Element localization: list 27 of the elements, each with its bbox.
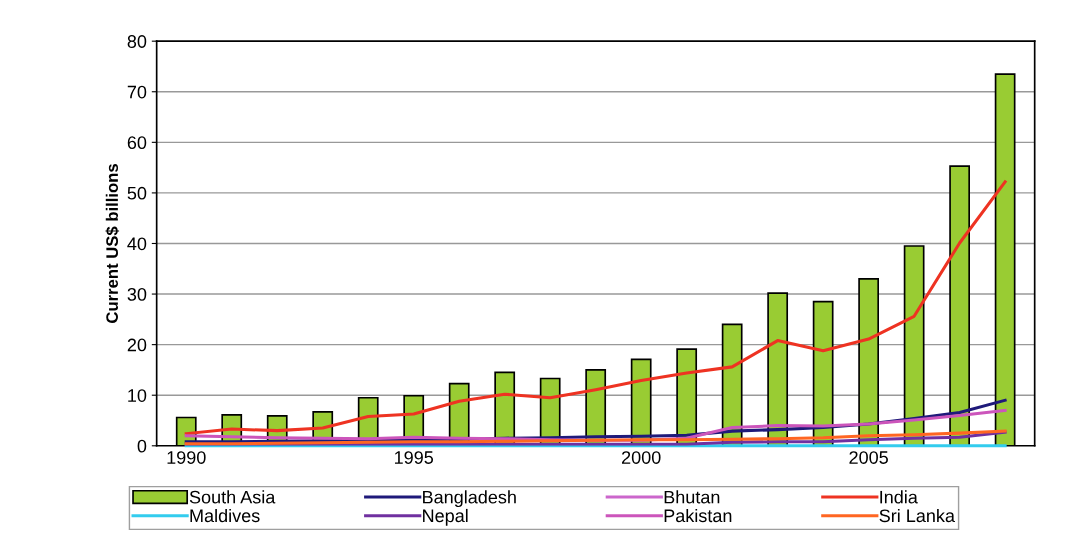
legend-label: Nepal <box>423 508 468 526</box>
y-tick-label: 20 <box>127 338 147 352</box>
bar <box>767 292 789 446</box>
x-tick-label: 2005 <box>849 451 888 464</box>
y-tick-label: 80 <box>127 35 147 48</box>
legend-label: Pakistan <box>664 508 732 523</box>
line-series <box>184 180 1007 436</box>
legend-label: India <box>880 490 918 504</box>
y-tick-label: 40 <box>127 237 147 251</box>
legend-label: Bhutan <box>664 490 720 504</box>
y-tick-label: 0 <box>137 439 147 453</box>
legend-label: Maldives <box>190 508 260 523</box>
x-tick-label: 1995 <box>395 451 434 464</box>
legend-label: South Asia <box>189 490 276 504</box>
y-tick-label: 50 <box>127 186 147 200</box>
y-axis-title: Current US$ billions <box>105 164 120 323</box>
y-tick-label: 60 <box>127 136 147 150</box>
bar <box>949 165 971 446</box>
legend-label: Sri Lanka <box>879 508 955 523</box>
y-tick-label: 70 <box>127 85 147 99</box>
legend-label: Bangladesh <box>423 490 516 508</box>
y-tick-label: 10 <box>128 389 147 402</box>
y-tick-label: 30 <box>127 287 147 301</box>
x-tick-label: 2000 <box>622 451 661 464</box>
bar <box>858 278 880 446</box>
bar <box>812 300 834 446</box>
x-tick-label: 1990 <box>167 451 206 464</box>
